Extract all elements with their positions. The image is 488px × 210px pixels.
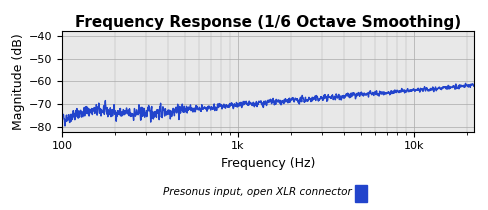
Text: Presonus input, open XLR connector: Presonus input, open XLR connector xyxy=(163,187,351,197)
Title: Frequency Response (1/6 Octave Smoothing): Frequency Response (1/6 Octave Smoothing… xyxy=(75,15,460,30)
X-axis label: Frequency (Hz): Frequency (Hz) xyxy=(221,157,315,170)
Y-axis label: Magnitude (dB): Magnitude (dB) xyxy=(12,33,25,130)
